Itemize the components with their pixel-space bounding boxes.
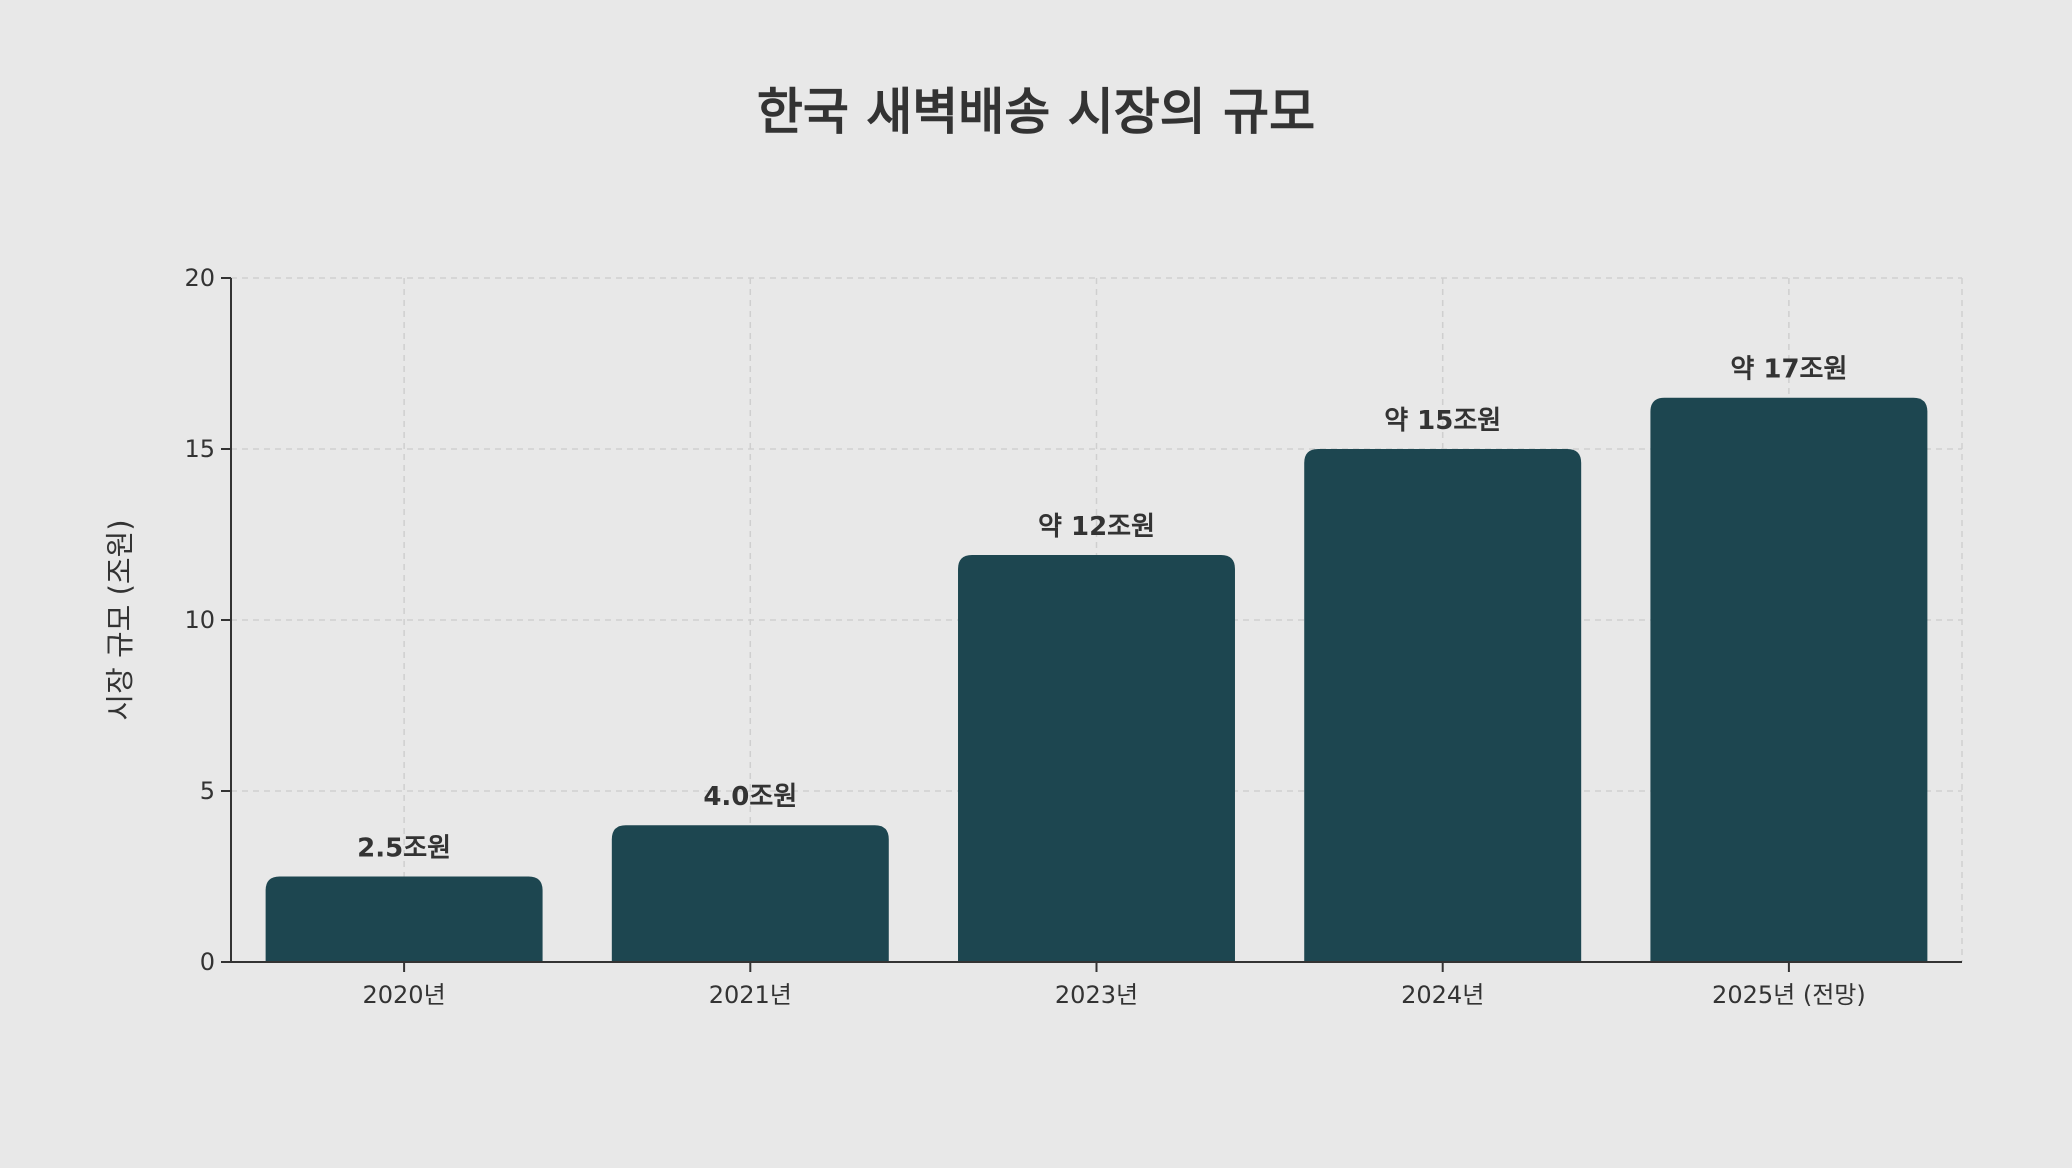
bar <box>265 876 543 962</box>
bar-value-label: 2.5조원 <box>357 834 451 864</box>
y-tick-label: 10 <box>184 606 215 634</box>
x-tick-label: 2024년 <box>1401 981 1484 1009</box>
x-tick-label: 2021년 <box>709 981 792 1009</box>
bar-value-label: 약 17조원 <box>1730 355 1847 385</box>
x-tick-label: 2025년 (전망) <box>1712 981 1866 1009</box>
y-tick-label: 5 <box>200 777 215 805</box>
y-axis-label: 시장 규모 (조원) <box>103 519 137 720</box>
y-tick-label: 0 <box>200 948 215 976</box>
bar-value-label: 약 15조원 <box>1384 406 1501 436</box>
x-tick-label: 2020년 <box>363 981 446 1009</box>
x-tick-label: 2023년 <box>1055 981 1138 1009</box>
y-tick-label: 20 <box>184 264 215 292</box>
bar <box>1650 397 1928 962</box>
labels: 2.5조원 4.0조원 약 12조원 약 15조원 약 17조원 0 5 10 15 20 2020… <box>184 264 1865 1009</box>
bar <box>958 555 1235 962</box>
axes <box>221 277 1962 972</box>
bar <box>1304 449 1582 962</box>
bar <box>611 825 889 962</box>
chart-title: 한국 새벽배송 시장의 규모 <box>756 83 1316 141</box>
bar-value-label: 4.0조원 <box>703 782 797 812</box>
bar-value-label: 약 12조원 <box>1038 512 1155 542</box>
y-tick-label: 15 <box>184 435 215 463</box>
bars <box>265 397 1928 962</box>
